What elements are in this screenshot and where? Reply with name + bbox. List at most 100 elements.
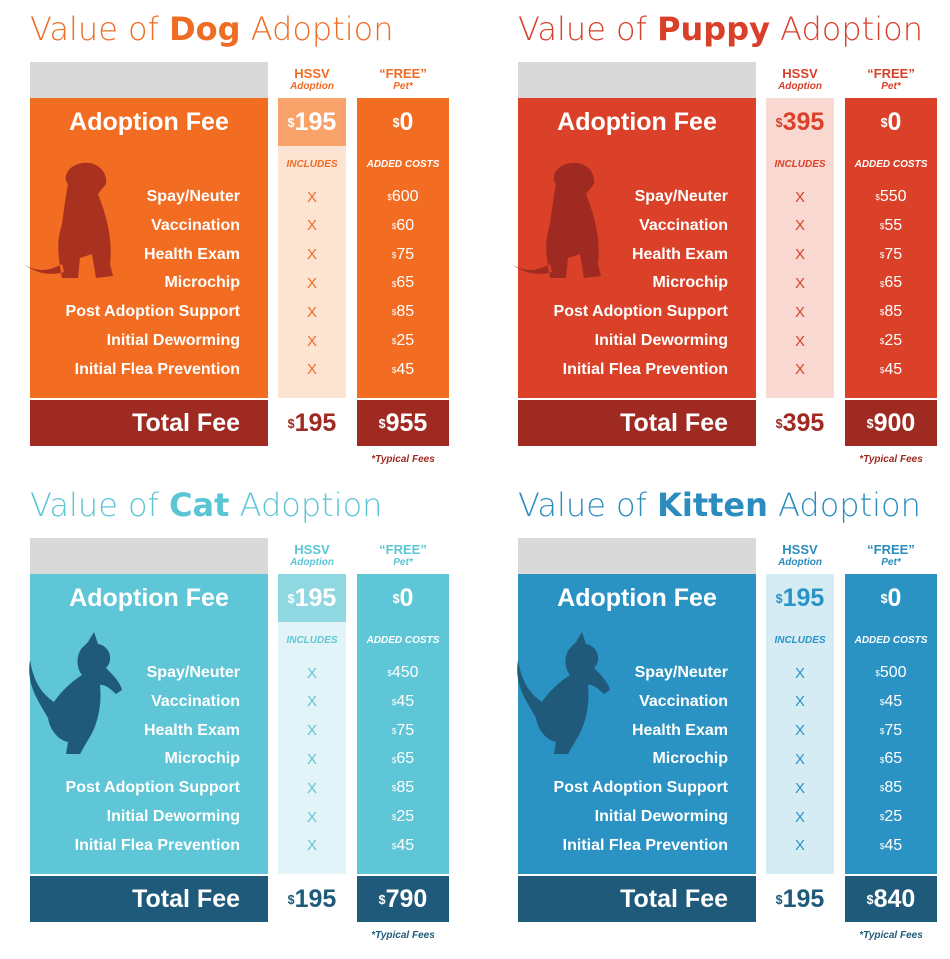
body-hssv-bg bbox=[278, 146, 346, 398]
body-free-bg bbox=[845, 146, 937, 398]
item-hssv: X bbox=[794, 303, 805, 321]
item-hssv: X bbox=[794, 217, 805, 235]
item-label: Post Adoption Support bbox=[65, 303, 240, 321]
column-name: HSSV bbox=[294, 66, 330, 81]
title-suffix: Adoption bbox=[239, 486, 383, 524]
item-label: Initial Flea Prevention bbox=[562, 360, 728, 378]
item-hssv: X bbox=[794, 779, 805, 797]
item-hssv: X bbox=[306, 779, 317, 797]
item-label: Microchip bbox=[164, 750, 240, 768]
item-label: Health Exam bbox=[631, 245, 728, 263]
total-label: Total Fee bbox=[518, 876, 756, 922]
pet-silhouette bbox=[511, 162, 601, 278]
item-free: $65 bbox=[879, 750, 903, 768]
column-header: HSSV Adoption bbox=[278, 538, 346, 574]
total-hssv: $195 bbox=[775, 884, 825, 913]
item-label: Initial Deworming bbox=[106, 332, 240, 349]
item-hssv: X bbox=[306, 217, 317, 235]
item-hssv: X bbox=[306, 332, 317, 350]
item-label: Microchip bbox=[652, 274, 728, 292]
fee-label: Adoption Fee bbox=[518, 98, 756, 146]
column-header: “FREE” Pet* bbox=[357, 62, 449, 98]
item-free: $65 bbox=[879, 274, 903, 292]
column-sub: Pet* bbox=[881, 81, 901, 92]
item-free: $75 bbox=[879, 721, 903, 739]
column-header: “FREE” Pet* bbox=[845, 62, 937, 98]
body-hssv-bg bbox=[278, 622, 346, 874]
column-name: “FREE” bbox=[867, 66, 915, 81]
item-free: $65 bbox=[391, 750, 415, 768]
column-header: “FREE” Pet* bbox=[845, 538, 937, 574]
panel-title: Value of Cat Adoption bbox=[30, 486, 382, 528]
body-hssv-bg bbox=[766, 622, 834, 874]
item-free: $85 bbox=[879, 303, 903, 321]
total-label: Total Fee bbox=[30, 876, 268, 922]
column-header: HSSV Adoption bbox=[766, 62, 834, 98]
column-header: “FREE” Pet* bbox=[357, 538, 449, 574]
item-label: Post Adoption Support bbox=[65, 779, 240, 797]
total-free: $840 bbox=[845, 876, 937, 922]
total-hssv: $195 bbox=[287, 408, 337, 437]
column-sub: Adoption bbox=[778, 557, 822, 568]
item-free: $500 bbox=[875, 664, 907, 681]
item-free: $25 bbox=[879, 808, 903, 825]
item-label: Health Exam bbox=[143, 721, 240, 739]
item-label: Health Exam bbox=[631, 721, 728, 739]
body-subheader: INCLUDES bbox=[286, 634, 338, 646]
title-animal: Kitten bbox=[657, 486, 768, 524]
item-label: Initial Flea Prevention bbox=[74, 836, 240, 854]
item-label: Initial Deworming bbox=[594, 808, 728, 825]
item-free: $45 bbox=[391, 692, 415, 710]
title-animal: Puppy bbox=[657, 10, 770, 48]
column-sub: Pet* bbox=[393, 81, 413, 92]
total-label: Total Fee bbox=[518, 400, 756, 446]
item-free: $450 bbox=[387, 664, 419, 681]
body-subheader: INCLUDES bbox=[774, 158, 826, 170]
column-sub: Pet* bbox=[881, 557, 901, 568]
header-bar bbox=[518, 62, 756, 98]
title-animal: Cat bbox=[169, 486, 230, 524]
body-subheader: ADDED COSTS bbox=[366, 634, 440, 646]
item-free: $75 bbox=[391, 721, 415, 739]
item-label: Vaccination bbox=[151, 692, 240, 710]
title-prefix: Value of bbox=[518, 486, 647, 524]
footnote: *Typical Fees bbox=[371, 929, 435, 941]
item-free: $45 bbox=[879, 692, 903, 710]
item-hssv: X bbox=[794, 246, 805, 264]
body-subheader: INCLUDES bbox=[286, 158, 338, 170]
item-label: Vaccination bbox=[639, 216, 728, 234]
item-label: Initial Flea Prevention bbox=[562, 836, 728, 854]
panel-title: Value of Dog Adoption bbox=[30, 10, 394, 52]
item-hssv: X bbox=[794, 722, 805, 740]
item-hssv: X bbox=[794, 808, 805, 826]
item-label: Microchip bbox=[164, 274, 240, 292]
fee-label: Adoption Fee bbox=[518, 574, 756, 622]
item-label: Spay/Neuter bbox=[146, 188, 240, 205]
item-label: Vaccination bbox=[639, 692, 728, 710]
body-free-bg bbox=[357, 146, 449, 398]
item-hssv: X bbox=[306, 664, 317, 682]
item-free: $600 bbox=[387, 188, 419, 205]
footnote: *Typical Fees bbox=[859, 929, 923, 941]
item-free: $85 bbox=[391, 779, 415, 797]
body-subheader: ADDED COSTS bbox=[854, 634, 928, 646]
body-subheader: ADDED COSTS bbox=[366, 158, 440, 170]
item-free: $75 bbox=[391, 245, 415, 263]
item-hssv: X bbox=[306, 837, 317, 855]
item-label: Vaccination bbox=[151, 216, 240, 234]
item-free: $60 bbox=[391, 216, 415, 234]
fee-free: $0 bbox=[845, 574, 937, 622]
title-animal: Dog bbox=[169, 10, 241, 48]
item-hssv: X bbox=[794, 664, 805, 682]
footnote: *Typical Fees bbox=[859, 453, 923, 465]
item-hssv: X bbox=[306, 274, 317, 292]
fee-hssv: $195 bbox=[278, 98, 346, 146]
item-hssv: X bbox=[794, 274, 805, 292]
item-free: $550 bbox=[875, 188, 907, 205]
body-hssv-bg bbox=[766, 146, 834, 398]
pet-silhouette bbox=[29, 632, 122, 754]
title-suffix: Adoption bbox=[250, 10, 394, 48]
item-hssv: X bbox=[794, 361, 805, 379]
total-free: $790 bbox=[357, 876, 449, 922]
body-free-bg bbox=[845, 622, 937, 874]
